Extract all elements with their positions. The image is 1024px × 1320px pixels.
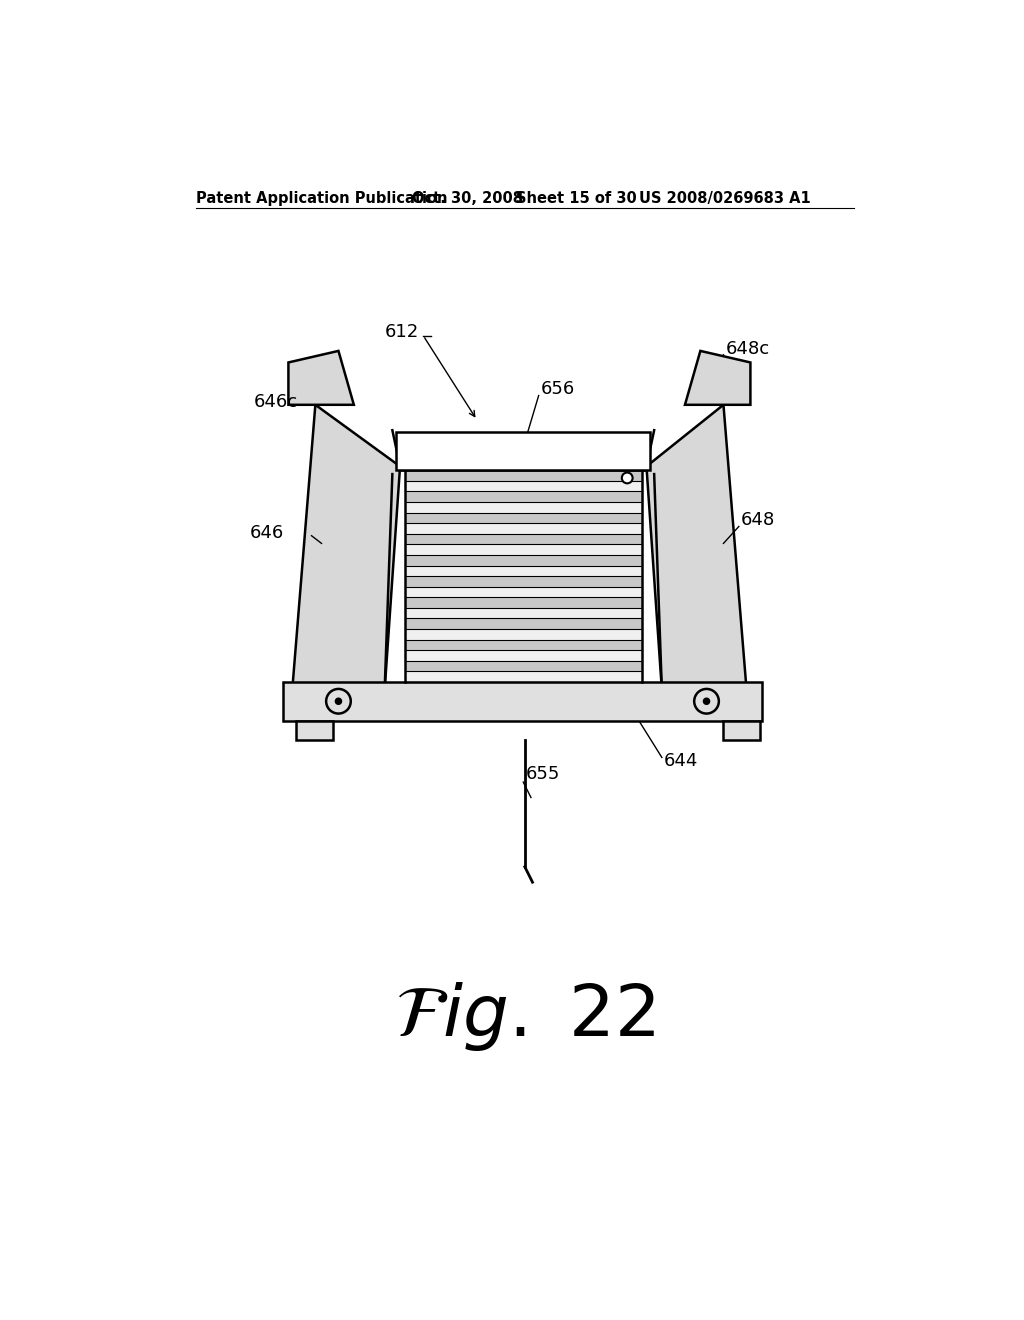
Circle shape: [622, 473, 633, 483]
Bar: [296, 721, 333, 739]
Bar: [404, 470, 642, 480]
Bar: [404, 619, 642, 630]
Text: 644: 644: [665, 751, 698, 770]
Bar: [404, 640, 642, 651]
Bar: [404, 544, 642, 554]
Bar: [724, 721, 761, 739]
Text: 646: 646: [250, 524, 285, 543]
Text: 648c: 648c: [726, 341, 770, 358]
Bar: [404, 630, 642, 640]
Text: 612: 612: [385, 322, 419, 341]
Text: Patent Application Publication: Patent Application Publication: [196, 191, 447, 206]
Bar: [404, 609, 642, 619]
Bar: [404, 586, 642, 597]
Bar: [404, 480, 642, 491]
Text: 656: 656: [541, 380, 575, 399]
Bar: [283, 682, 762, 721]
Bar: [404, 565, 642, 576]
Bar: [404, 672, 642, 682]
Bar: [404, 651, 642, 661]
Text: $\mathcal{F}$$\mathit{ig.\ 22}$: $\mathcal{F}$$\mathit{ig.\ 22}$: [394, 981, 655, 1053]
Bar: [404, 554, 642, 565]
Polygon shape: [646, 405, 746, 689]
Polygon shape: [685, 351, 751, 405]
Bar: [404, 661, 642, 672]
Circle shape: [703, 698, 710, 705]
Bar: [404, 597, 642, 609]
Bar: [404, 523, 642, 533]
Bar: [404, 512, 642, 523]
Text: Oct. 30, 2008: Oct. 30, 2008: [412, 191, 522, 206]
Bar: [404, 533, 642, 544]
Text: 655: 655: [525, 766, 560, 783]
Circle shape: [336, 698, 342, 705]
Text: US 2008/0269683 A1: US 2008/0269683 A1: [639, 191, 811, 206]
Text: 646c: 646c: [254, 393, 298, 412]
Bar: [404, 576, 642, 586]
Bar: [404, 502, 642, 512]
Bar: [396, 432, 650, 470]
Polygon shape: [289, 351, 354, 405]
Text: 648: 648: [741, 511, 775, 529]
Polygon shape: [292, 405, 400, 689]
Text: Sheet 15 of 30: Sheet 15 of 30: [515, 191, 636, 206]
Bar: [404, 491, 642, 502]
